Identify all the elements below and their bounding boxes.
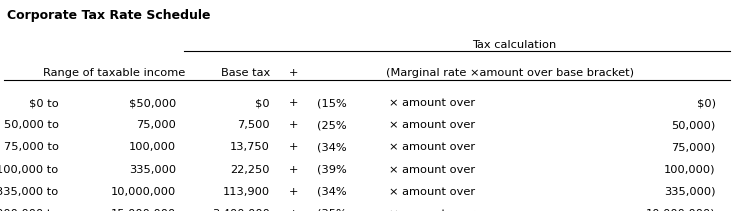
Text: × amount over: × amount over: [389, 165, 475, 174]
Text: +: +: [289, 68, 298, 77]
Text: (39%: (39%: [317, 165, 347, 174]
Text: 22,250: 22,250: [230, 165, 270, 174]
Text: 335,000 to: 335,000 to: [0, 187, 59, 197]
Text: 50,000 to: 50,000 to: [4, 120, 59, 130]
Text: (Marginal rate ×amount over base bracket): (Marginal rate ×amount over base bracket…: [386, 68, 634, 77]
Text: $0: $0: [255, 98, 270, 108]
Text: 100,000): 100,000): [664, 165, 716, 174]
Text: × amount over: × amount over: [389, 142, 475, 152]
Text: 10,000,000: 10,000,000: [111, 187, 176, 197]
Text: (34%: (34%: [317, 187, 346, 197]
Text: Base tax: Base tax: [221, 68, 270, 77]
Text: 10,000,000): 10,000,000): [646, 209, 716, 211]
Text: (15%: (15%: [317, 98, 347, 108]
Text: 7,500: 7,500: [238, 120, 270, 130]
Text: 75,000: 75,000: [137, 120, 176, 130]
Text: (35%: (35%: [317, 209, 347, 211]
Text: $50,000: $50,000: [129, 98, 176, 108]
Text: 3,400,000: 3,400,000: [212, 209, 270, 211]
Text: $0 to: $0 to: [29, 98, 59, 108]
Text: 100,000 to: 100,000 to: [0, 165, 59, 174]
Text: (25%: (25%: [317, 120, 346, 130]
Text: × amount over: × amount over: [389, 187, 475, 197]
Text: Range of taxable income: Range of taxable income: [43, 68, 185, 77]
Text: 75,000 to: 75,000 to: [4, 142, 59, 152]
Text: × amount over: × amount over: [389, 120, 475, 130]
Text: $0): $0): [697, 98, 716, 108]
Text: Tax calculation: Tax calculation: [472, 40, 556, 50]
Text: × amount over: × amount over: [389, 98, 475, 108]
Text: +: +: [289, 187, 298, 197]
Text: 113,900: 113,900: [223, 187, 270, 197]
Text: +: +: [289, 120, 298, 130]
Text: 15,000,000: 15,000,000: [111, 209, 176, 211]
Text: (34%: (34%: [317, 142, 346, 152]
Text: × amount over: × amount over: [389, 209, 475, 211]
Text: 335,000): 335,000): [664, 187, 716, 197]
Text: 10,000,000 to: 10,000,000 to: [0, 209, 59, 211]
Text: +: +: [289, 98, 298, 108]
Text: 75,000): 75,000): [672, 142, 716, 152]
Text: 100,000: 100,000: [129, 142, 176, 152]
Text: +: +: [289, 142, 298, 152]
Text: Corporate Tax Rate Schedule: Corporate Tax Rate Schedule: [7, 9, 211, 23]
Text: 50,000): 50,000): [672, 120, 716, 130]
Text: 335,000: 335,000: [129, 165, 176, 174]
Text: 13,750: 13,750: [230, 142, 270, 152]
Text: +: +: [289, 209, 298, 211]
Text: +: +: [289, 165, 298, 174]
